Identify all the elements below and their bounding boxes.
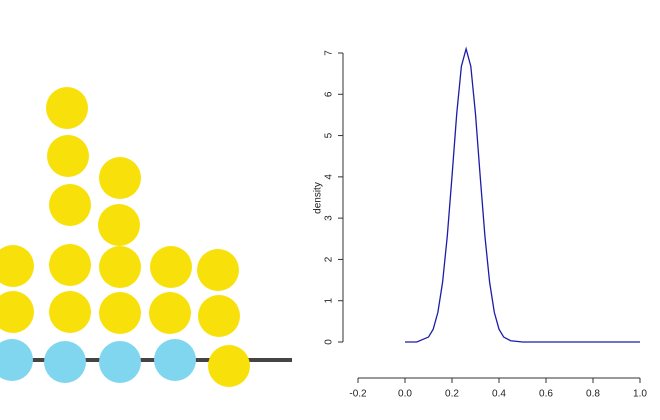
y-tick-label: 5 — [324, 132, 335, 138]
x-tick-label: 0.4 — [492, 389, 506, 400]
dot — [49, 291, 91, 333]
dot — [0, 245, 34, 287]
blue-dots — [0, 339, 196, 383]
x-tick-label: 0.2 — [445, 389, 459, 400]
dot — [49, 244, 91, 286]
dot — [0, 291, 34, 333]
dot — [99, 246, 141, 288]
y-tick-label: 7 — [324, 50, 335, 56]
x-tick-label: 0.6 — [539, 389, 553, 400]
dot — [99, 341, 141, 383]
dot — [208, 345, 250, 387]
dot-diagram — [0, 87, 292, 387]
density-curve — [405, 46, 640, 343]
dot — [46, 87, 88, 129]
dot — [98, 204, 140, 246]
y-tick-label: 1 — [324, 297, 335, 303]
dot — [49, 184, 91, 226]
y-tick-label: 0 — [324, 339, 335, 345]
y-tick-label: 6 — [324, 91, 335, 97]
x-tick-label: 1.0 — [633, 389, 647, 400]
y-tick-label: 2 — [324, 256, 335, 262]
dot — [99, 157, 141, 199]
x-tick-label: 0.8 — [586, 389, 600, 400]
dot — [154, 339, 196, 381]
dot — [0, 339, 33, 381]
x-tick-label: 0.0 — [398, 389, 412, 400]
dot — [47, 135, 89, 177]
x-tick-label: -0.2 — [349, 389, 367, 400]
dot — [198, 295, 240, 337]
y-axis-label: density — [313, 182, 324, 214]
dot — [149, 292, 191, 334]
dot — [150, 246, 192, 288]
dot — [197, 249, 239, 291]
dot — [99, 292, 141, 334]
y-tick-label: 4 — [324, 174, 335, 180]
yellow-dots — [0, 87, 250, 387]
y-tick-label: 3 — [324, 215, 335, 221]
dot — [44, 341, 86, 383]
